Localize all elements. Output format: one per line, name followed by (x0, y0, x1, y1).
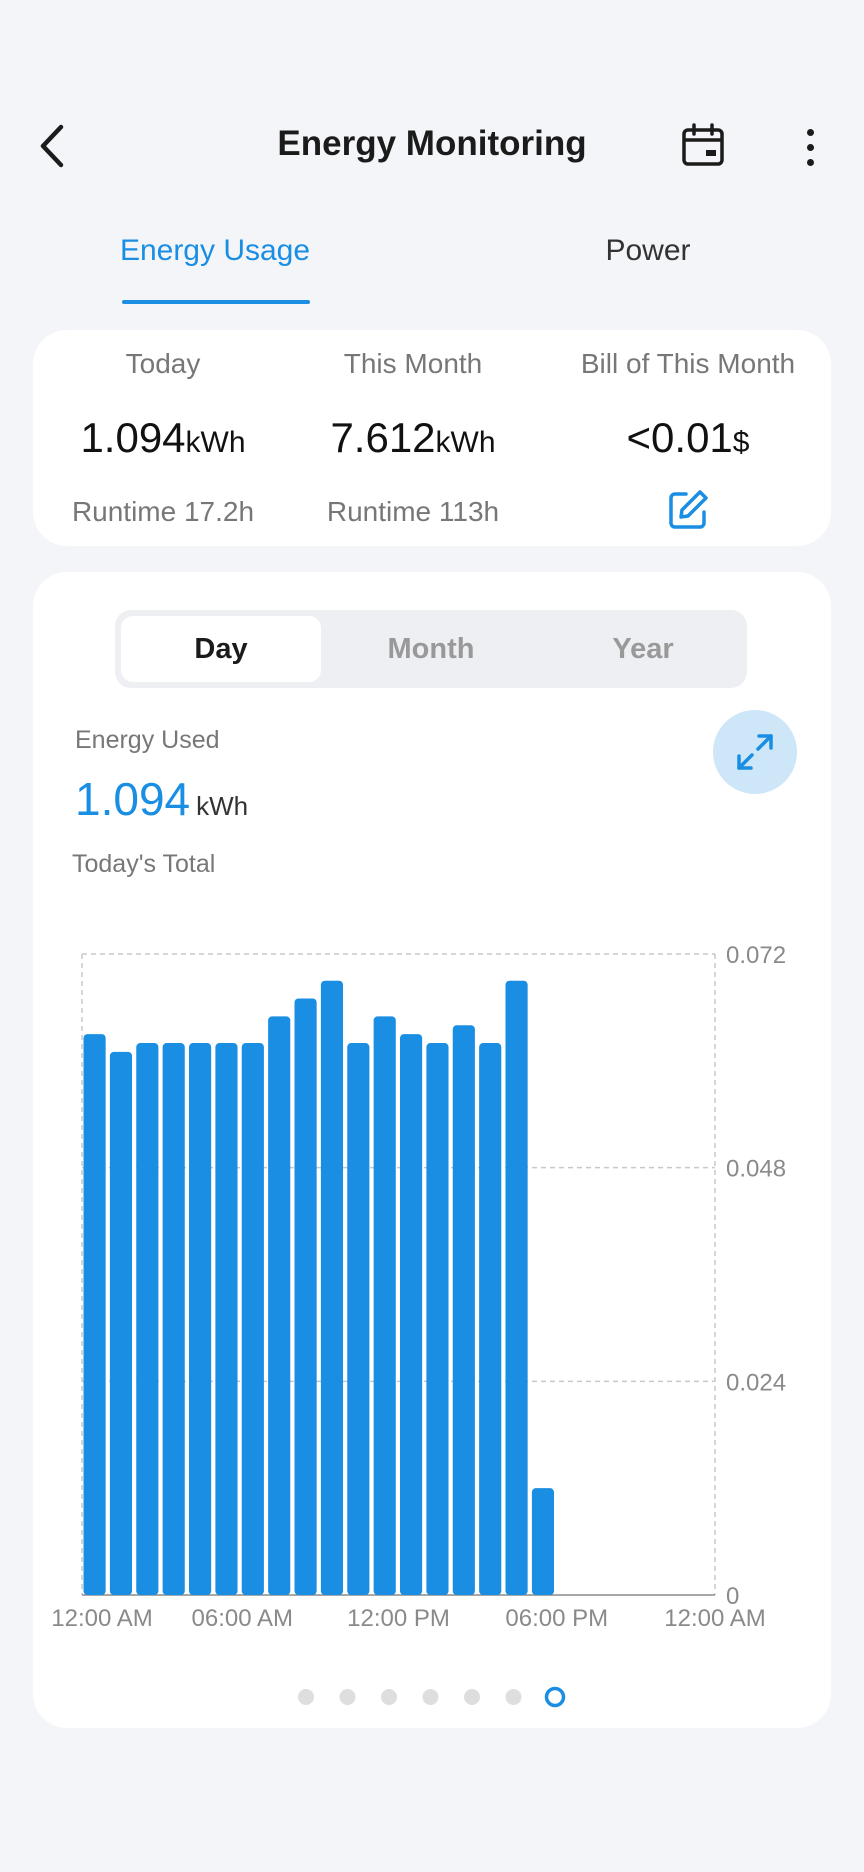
period-month-button[interactable]: Month (387, 632, 475, 665)
energy-used-label: Energy Used (75, 726, 220, 754)
y-tick-label: 0 (726, 1583, 739, 1610)
tab-power[interactable]: Power (605, 234, 691, 267)
chart-bar (426, 1043, 449, 1595)
chart-bar (400, 1034, 423, 1595)
chart-bar (531, 1488, 555, 1595)
app-header: Energy Monitoring (0, 100, 864, 192)
period-day-button[interactable]: Day (121, 616, 321, 682)
x-tick-label: 12:00 AM (664, 1605, 765, 1632)
chart-bar (505, 980, 528, 1595)
more-vertical-icon (806, 128, 814, 136)
active-tab-indicator (122, 300, 310, 304)
back-button[interactable] (30, 120, 74, 172)
y-tick-label: 0.048 (726, 1156, 786, 1183)
bill-label: Bill of This Month (580, 348, 796, 379)
month-value: 7.612kWh (330, 414, 496, 461)
chart-bar (109, 1051, 133, 1595)
chart-bar (162, 1043, 185, 1595)
page-title: Energy Monitoring (277, 124, 587, 163)
month-label: This Month (343, 348, 483, 379)
tab-bar: Energy Usage Power (0, 228, 864, 308)
x-tick-label: 12:00 PM (347, 1605, 450, 1632)
x-tick-label: 06:00 AM (192, 1605, 293, 1632)
chart-bar (136, 1043, 159, 1595)
chart-bar (479, 1043, 502, 1595)
today-runtime: Runtime 17.2h (71, 496, 255, 527)
pager-dot[interactable] (505, 1689, 522, 1705)
pager-dot[interactable] (298, 1689, 314, 1705)
pager-dot[interactable] (464, 1689, 480, 1705)
page-indicator (298, 1686, 566, 1708)
x-tick-label: 06:00 PM (505, 1605, 608, 1632)
chart-bar (83, 1034, 106, 1595)
expand-icon (737, 734, 773, 770)
period-year-button[interactable]: Year (612, 632, 674, 665)
today-value: 1.094kWh (80, 414, 246, 461)
today-label: Today (125, 348, 201, 379)
y-tick-label: 0.072 (726, 942, 786, 969)
period-selector: Day Month Year (115, 610, 747, 688)
chart-bar (373, 1016, 396, 1595)
todays-total-label: Today's Total (72, 850, 216, 878)
chart-bar (241, 1043, 264, 1595)
month-runtime: Runtime 113h (326, 496, 500, 527)
pager-dot-active[interactable] (544, 1686, 566, 1708)
chevron-left-icon (40, 124, 64, 168)
chart-bar (268, 1016, 291, 1595)
chart-bar (320, 980, 344, 1595)
chart-bar (189, 1043, 212, 1595)
chart-bar (215, 1043, 238, 1595)
edit-icon (669, 490, 708, 529)
chart-bar (347, 1043, 370, 1595)
calendar-icon (682, 123, 724, 166)
chart-bar (294, 998, 317, 1595)
pager-dot[interactable] (381, 1689, 397, 1705)
chart-bar (452, 1025, 475, 1595)
bill-value: <0.01$ (626, 414, 750, 461)
summary-card: Today 1.094kWh Runtime 17.2h This Month … (33, 330, 831, 546)
expand-chart-button[interactable] (713, 710, 797, 794)
tab-energy-usage[interactable]: Energy Usage (119, 234, 311, 267)
energy-used-value: 1.094 kWh (75, 773, 249, 825)
calendar-button[interactable] (680, 122, 730, 172)
edit-bill-button[interactable] (665, 488, 711, 534)
y-tick-label: 0.024 (726, 1369, 786, 1396)
pager-dot[interactable] (422, 1689, 439, 1705)
more-options-button[interactable] (790, 122, 830, 172)
x-tick-label: 12:00 AM (51, 1605, 152, 1632)
pager-dot[interactable] (339, 1689, 356, 1705)
